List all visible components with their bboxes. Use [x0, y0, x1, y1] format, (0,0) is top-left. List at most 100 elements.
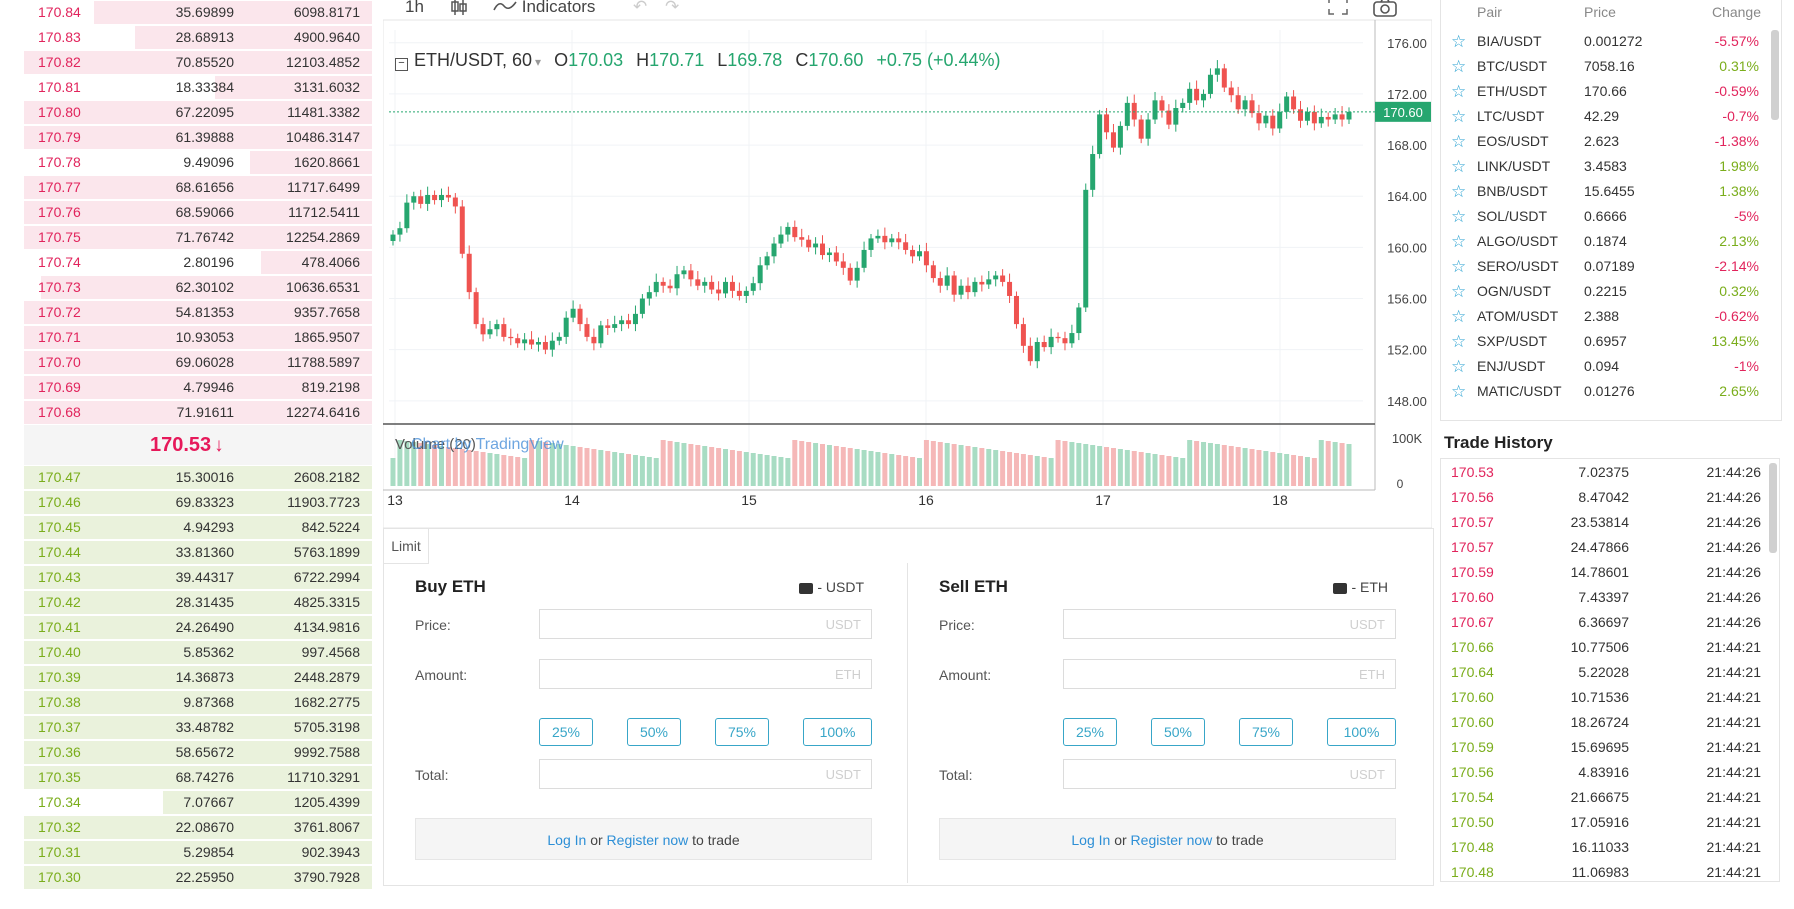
market-row[interactable]: ☆ LINK/USDT 3.4583 1.98%	[1441, 154, 1769, 179]
buy-pct-100-button[interactable]: 100%	[803, 718, 872, 746]
buy-pct-25-button[interactable]: 25%	[539, 718, 593, 746]
order-book-ask-row[interactable]: 170.83 28.68913 4900.9640	[24, 25, 372, 50]
order-book-bid-row[interactable]: 170.35 68.74276 11710.3291	[24, 765, 372, 790]
star-icon[interactable]: ☆	[1451, 32, 1467, 51]
order-book-ask-row[interactable]: 170.68 71.91611 12274.6416	[24, 400, 372, 425]
star-icon[interactable]: ☆	[1451, 357, 1467, 376]
star-icon[interactable]: ☆	[1451, 157, 1467, 176]
order-book-ask-row[interactable]: 170.80 67.22095 11481.3382	[24, 100, 372, 125]
order-book-bid-row[interactable]: 170.47 15.30016 2608.2182	[24, 465, 372, 490]
sell-login-link[interactable]: Log In	[1071, 832, 1111, 848]
header-change[interactable]: Change	[1711, 4, 1761, 20]
buy-register-link[interactable]: Register now	[606, 832, 689, 848]
order-book-bid-row[interactable]: 170.44 33.81360 5763.1899	[24, 540, 372, 565]
market-row[interactable]: ☆ ATOM/USDT 2.388 -0.62%	[1441, 304, 1769, 329]
order-book-ask-row[interactable]: 170.82 70.85520 12103.4852	[24, 50, 372, 75]
market-row[interactable]: ☆ ETH/USDT 170.66 -0.59%	[1441, 79, 1769, 104]
sell-pct-100-button[interactable]: 100%	[1327, 718, 1396, 746]
buy-pct-75-button[interactable]: 75%	[715, 718, 769, 746]
star-icon[interactable]: ☆	[1451, 382, 1467, 401]
star-icon[interactable]: ☆	[1451, 182, 1467, 201]
star-icon[interactable]: ☆	[1451, 232, 1467, 251]
order-book-bid-row[interactable]: 170.34 7.07667 1205.4399	[24, 790, 372, 815]
buy-total-input[interactable]	[539, 759, 872, 789]
order-book-ask-row[interactable]: 170.75 71.76742 12254.2869	[24, 225, 372, 250]
order-book-bid-row[interactable]: 170.46 69.83323 11903.7723	[24, 490, 372, 515]
order-book-ask-row[interactable]: 170.73 62.30102 10636.6531	[24, 275, 372, 300]
order-book-bid-row[interactable]: 170.45 4.94293 842.5224	[24, 515, 372, 540]
star-icon[interactable]: ☆	[1451, 82, 1467, 101]
order-book-bid-row[interactable]: 170.32 22.08670 3761.8067	[24, 815, 372, 840]
order-book-ask-row[interactable]: 170.79 61.39888 10486.3147	[24, 125, 372, 150]
order-book-bid-row[interactable]: 170.36 58.65672 9992.7588	[24, 740, 372, 765]
order-book-bid-row[interactable]: 170.38 9.87368 1682.2775	[24, 690, 372, 715]
order-book-ask-row[interactable]: 170.69 4.79946 819.2198	[24, 375, 372, 400]
price-chart[interactable]: 176.00 172.00 168.00 164.00 160.00 156.00 152.…	[383, 0, 1432, 528]
sell-register-link[interactable]: Register now	[1130, 832, 1213, 848]
order-book-ask-row[interactable]: 170.72 54.81353 9357.7658	[24, 300, 372, 325]
order-book-ask-row[interactable]: 170.77 68.61656 11717.6499	[24, 175, 372, 200]
sell-pct-25-button[interactable]: 25%	[1063, 718, 1117, 746]
market-row[interactable]: ☆ BNB/USDT 15.6455 1.38%	[1441, 179, 1769, 204]
sell-total-input[interactable]	[1063, 759, 1396, 789]
market-row[interactable]: ☆ OGN/USDT 0.2215 0.32%	[1441, 279, 1769, 304]
market-row[interactable]: ☆ SERO/USDT 0.07189 -2.14%	[1441, 254, 1769, 279]
market-row[interactable]: ☆ LTC/USDT 42.29 -0.7%	[1441, 104, 1769, 129]
sell-amount-input[interactable]	[1063, 659, 1396, 689]
market-row[interactable]: ☆ SXP/USDT 0.6957 13.45%	[1441, 329, 1769, 354]
market-row[interactable]: ☆ BTC/USDT 7058.16 0.31%	[1441, 54, 1769, 79]
header-pair[interactable]: Pair	[1477, 4, 1502, 20]
camera-icon[interactable]	[1373, 0, 1397, 22]
order-book-bid-row[interactable]: 170.41 24.26490 4134.9816	[24, 615, 372, 640]
order-book-bid-row[interactable]: 170.39 14.36873 2448.2879	[24, 665, 372, 690]
fullscreen-icon[interactable]	[1328, 0, 1348, 20]
market-row[interactable]: ☆ ENJ/USDT 0.094 -1%	[1441, 354, 1769, 379]
order-book-ask-row[interactable]: 170.70 69.06028 11788.5897	[24, 350, 372, 375]
order-book-ask-row[interactable]: 170.76 68.59066 11712.5411	[24, 200, 372, 225]
market-row[interactable]: ☆ EOS/USDT 2.623 -1.38%	[1441, 129, 1769, 154]
candles-icon[interactable]	[449, 0, 469, 22]
star-icon[interactable]: ☆	[1451, 282, 1467, 301]
trade-history-scrollbar[interactable]	[1769, 463, 1777, 553]
market-row[interactable]: ☆ ALGO/USDT 0.1874 2.13%	[1441, 229, 1769, 254]
legend-symbol[interactable]: ETH/USDT, 60	[414, 50, 533, 70]
header-price[interactable]: Price	[1584, 4, 1616, 20]
order-book-bid-row[interactable]: 170.30 22.25950 3790.7928	[24, 865, 372, 890]
redo-icon[interactable]: ↷	[665, 0, 680, 16]
buy-price-input[interactable]	[539, 609, 872, 639]
star-icon[interactable]: ☆	[1451, 57, 1467, 76]
chart-panel[interactable]: 176.00 172.00 168.00 164.00 160.00 156.00 152.…	[383, 0, 1432, 528]
undo-icon[interactable]: ↶	[633, 0, 648, 16]
star-icon[interactable]: ☆	[1451, 207, 1467, 226]
order-book-bid-row[interactable]: 170.31 5.29854 902.3943	[24, 840, 372, 865]
tab-limit[interactable]: Limit	[384, 529, 429, 564]
collapse-icon[interactable]: −	[395, 58, 408, 71]
market-row[interactable]: ☆ BIA/USDT 0.001272 -5.57%	[1441, 29, 1769, 54]
interval-selector[interactable]: 1h	[405, 0, 424, 16]
star-icon[interactable]: ☆	[1451, 132, 1467, 151]
order-book-bid-row[interactable]: 170.43 39.44317 6722.2994	[24, 565, 372, 590]
order-book-bid-row[interactable]: 170.42 28.31435 4825.3315	[24, 590, 372, 615]
order-book-ask-row[interactable]: 170.81 18.33384 3131.6032	[24, 75, 372, 100]
star-icon[interactable]: ☆	[1451, 307, 1467, 326]
order-book-ask-row[interactable]: 170.71 10.93053 1865.9507	[24, 325, 372, 350]
market-row[interactable]: ☆ SOL/USDT 0.6666 -5%	[1441, 204, 1769, 229]
order-book-ask-row[interactable]: 170.84 35.69899 6098.8171	[24, 0, 372, 25]
order-book-bid-row[interactable]: 170.40 5.85362 997.4568	[24, 640, 372, 665]
sell-pct-75-button[interactable]: 75%	[1239, 718, 1293, 746]
order-book-ask-row[interactable]: 170.78 9.49096 1620.8661	[24, 150, 372, 175]
order-book-bid-row[interactable]: 170.37 33.48782 5705.3198	[24, 715, 372, 740]
markets-scrollbar[interactable]	[1771, 30, 1779, 120]
sell-pct-50-button[interactable]: 50%	[1151, 718, 1205, 746]
buy-pct-50-button[interactable]: 50%	[627, 718, 681, 746]
buy-login-link[interactable]: Log In	[547, 832, 587, 848]
star-icon[interactable]: ☆	[1451, 332, 1467, 351]
star-icon[interactable]: ☆	[1451, 257, 1467, 276]
sell-price-input[interactable]	[1063, 609, 1396, 639]
star-icon[interactable]: ☆	[1451, 107, 1467, 126]
chevron-down-icon[interactable]: ▾	[535, 55, 542, 69]
buy-amount-input[interactable]	[539, 659, 872, 689]
tradingview-watermark[interactable]: Chart by TradingView	[411, 436, 564, 453]
market-row[interactable]: ☆ MATIC/USDT 0.01276 2.65%	[1441, 379, 1769, 404]
order-book-ask-row[interactable]: 170.74 2.80196 478.4066	[24, 250, 372, 275]
